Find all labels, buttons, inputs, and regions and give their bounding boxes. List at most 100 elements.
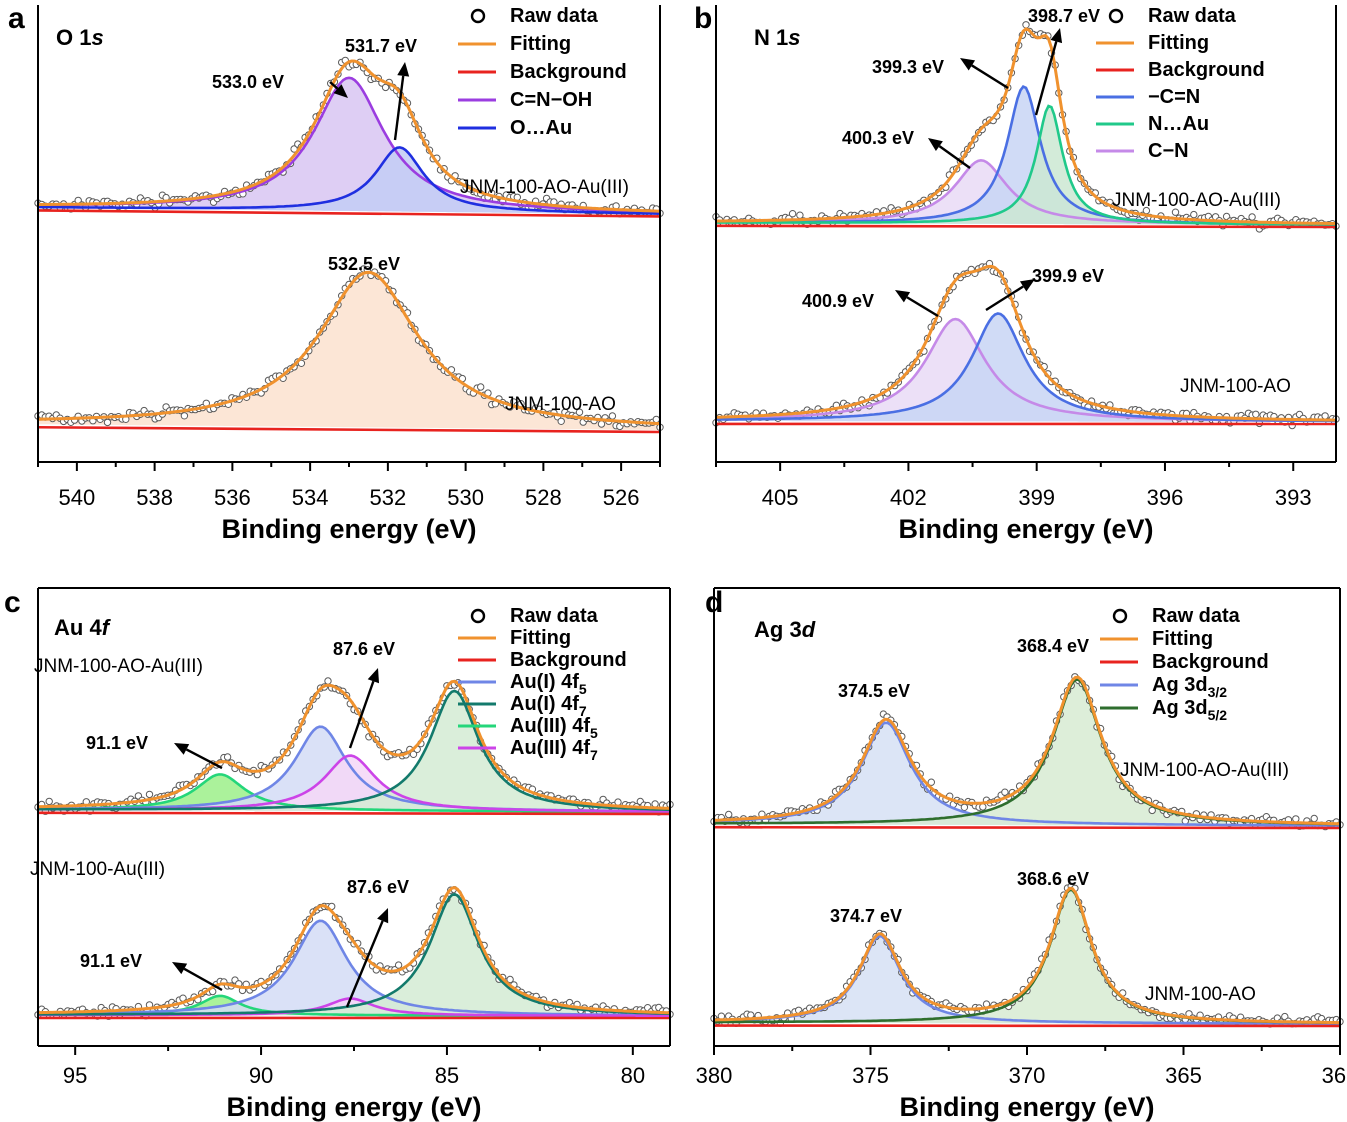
component-fill-c-0-2 xyxy=(38,755,670,812)
legend-entry-a-1: Fitting xyxy=(510,33,571,55)
annotation-arrow-c-1-1 xyxy=(345,908,389,1008)
background-line-a-1 xyxy=(37,425,661,434)
x-tick-label-a-2: 536 xyxy=(214,485,251,510)
background-line-b-0 xyxy=(715,224,1337,229)
x-tick-label-d-0: 380 xyxy=(696,1063,733,1088)
annotation-arrow-c-1-0 xyxy=(172,962,223,992)
peak-annotation-c-1-0: 91.1 eV xyxy=(80,951,142,971)
component-fill-a-1-0 xyxy=(38,272,660,430)
component-fill-a-0-0 xyxy=(38,77,660,215)
sample-label-b-0: JNM-100-AO-Au(III) xyxy=(1112,190,1281,211)
raw-data-point xyxy=(575,408,584,416)
raw-data-point xyxy=(725,810,733,819)
peak-annotation-b-0-2: 398.7 eV xyxy=(1028,6,1100,26)
fitting-curve-b-0 xyxy=(715,27,1336,225)
annotation-arrow-b-0-1 xyxy=(960,58,1009,90)
legend-entry-b-3: −C=N xyxy=(1148,86,1200,108)
sample-label-c-0: JNM-100-AO-Au(III) xyxy=(34,656,203,677)
fitting-curve-a-1 xyxy=(37,270,661,426)
x-tick-label-b-1: 402 xyxy=(890,485,927,510)
raw-data-point xyxy=(1248,213,1256,221)
legend-marker-b-0 xyxy=(1108,8,1124,24)
legend-entry-c-5: Au(III) 4f5 xyxy=(510,715,598,741)
curve-layer xyxy=(37,27,1341,1028)
raw-data-point xyxy=(394,961,403,969)
x-tick-label-a-6: 528 xyxy=(525,485,562,510)
legend-entry-d-3: Ag 3d3/2 xyxy=(1152,674,1227,700)
fitting-curve-a-0 xyxy=(37,59,661,213)
legend-entry-b-2: Background xyxy=(1148,59,1265,81)
raw-data-point xyxy=(597,420,606,428)
legend-entry-a-0: Raw data xyxy=(510,5,599,27)
raw-data-point xyxy=(614,798,622,806)
x-tick-label-a-1: 538 xyxy=(136,485,173,510)
raw-data-point xyxy=(381,83,390,92)
x-tick-label-c-1: 90 xyxy=(249,1063,273,1088)
legend-entry-b-0: Raw data xyxy=(1148,5,1237,27)
legend-marker-c-0 xyxy=(470,608,486,624)
annotation-arrow-a-0-1 xyxy=(393,62,410,141)
raw-data-point xyxy=(1001,788,1009,796)
peak-annotation-d-0-1: 368.4 eV xyxy=(1017,636,1089,656)
component-curve-b-0-2 xyxy=(716,104,1336,226)
raw-data-point xyxy=(145,790,154,799)
panel-label-c: c xyxy=(4,586,21,619)
panel-label-a: a xyxy=(8,2,25,35)
raw-data-point xyxy=(477,383,485,391)
legend-entry-a-3: C=N−OH xyxy=(510,89,592,111)
sample-label-a-1: JNM-100-AO xyxy=(505,394,616,415)
fitting-curve-d-1 xyxy=(713,886,1340,1025)
legend-entry-a-4: O…Au xyxy=(510,117,572,139)
fitting-curve-b-1 xyxy=(716,264,1336,422)
sample-label-d-1: JNM-100-AO xyxy=(1145,984,1256,1005)
legend-entry-c-2: Background xyxy=(510,649,627,671)
x-tick-label-a-5: 530 xyxy=(447,485,484,510)
raw-data-point xyxy=(409,750,418,758)
legend-entry-b-4: N…Au xyxy=(1148,113,1209,135)
raw-data-point xyxy=(927,778,935,786)
x-tick-label-b-0: 405 xyxy=(762,485,799,510)
legend-entry-d-2: Background xyxy=(1152,651,1269,673)
background-line-c-0 xyxy=(37,811,671,816)
text-layer: a O 1s Raw data Fitting Background C=N−OH O…Au… xyxy=(4,2,1347,1122)
legend-entry-a-2: Background xyxy=(510,61,627,83)
raw-data-point xyxy=(979,803,987,811)
panel-label-b: b xyxy=(694,2,712,35)
peak-annotation-b-0-0: 400.3 eV xyxy=(842,128,914,148)
x-tick-label-c-2: 85 xyxy=(435,1063,459,1088)
peak-annotation-a-0-1: 531.7 eV xyxy=(345,36,417,56)
peak-annotation-b-1-1: 399.9 eV xyxy=(1032,266,1104,286)
legend-entry-d-0: Raw data xyxy=(1152,605,1241,627)
panel-title-b: N 1s xyxy=(754,25,801,50)
x-tick-label-b-3: 396 xyxy=(1147,485,1184,510)
legend-entry-d-4: Ag 3d5/2 xyxy=(1152,697,1227,723)
x-tick-label-c-3: 80 xyxy=(621,1063,645,1088)
x-axis-title-c: Binding energy (eV) xyxy=(226,1092,481,1122)
component-curve-a-0-1 xyxy=(37,146,661,215)
annotation-arrow-b-1-1 xyxy=(985,279,1035,312)
legend-entry-c-0: Raw data xyxy=(510,605,599,627)
peak-annotation-d-0-0: 374.5 eV xyxy=(838,681,910,701)
peak-annotation-c-1-1: 87.6 eV xyxy=(347,877,409,897)
raw-data-point xyxy=(180,412,189,420)
raw-data-point xyxy=(557,417,565,425)
x-tick-label-c-0: 95 xyxy=(63,1063,87,1088)
panel-title-a: O 1s xyxy=(56,25,104,50)
raw-data-point xyxy=(788,210,797,218)
raw-data-point xyxy=(324,677,332,685)
x-tick-label-a-7: 526 xyxy=(603,485,640,510)
peak-annotation-d-1-0: 374.7 eV xyxy=(830,906,902,926)
component-fill-c-0-0 xyxy=(38,774,670,812)
component-fill-d-1-1 xyxy=(714,889,1340,1024)
raw-data-point xyxy=(960,803,969,811)
legend-entry-b-1: Fitting xyxy=(1148,32,1209,54)
raw-data-point xyxy=(1148,806,1156,815)
raw-data-point xyxy=(1171,208,1180,216)
annotation-arrow-b-1-0 xyxy=(895,290,939,318)
component-curve-c-0-3 xyxy=(38,689,671,812)
annotation-arrow-a-0-0 xyxy=(329,81,348,98)
raw-data-point xyxy=(796,211,804,219)
raw-data-point xyxy=(45,797,53,806)
peak-annotation-c-0-1: 87.6 eV xyxy=(333,639,395,659)
